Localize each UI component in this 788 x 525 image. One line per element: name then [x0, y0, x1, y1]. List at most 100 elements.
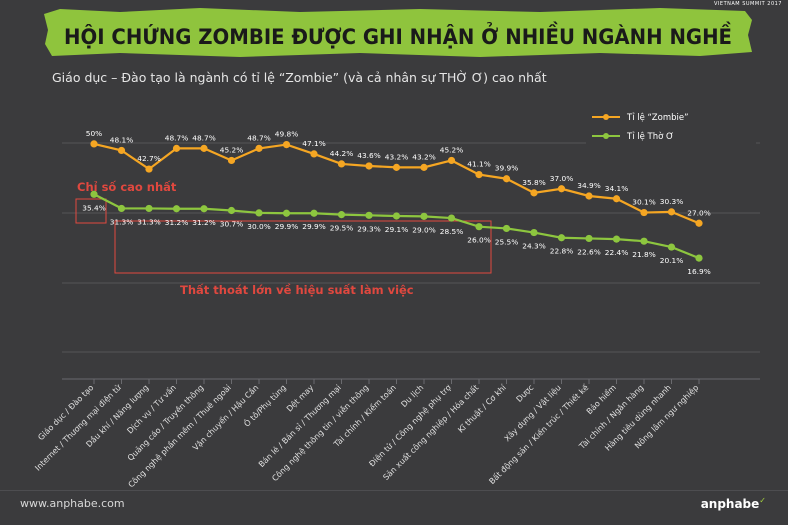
tho-o-value-label: 24.3% [522, 242, 545, 251]
brand-mark: ✓ [759, 496, 766, 505]
x-axis-label: Kĩ thuật / Cơ khí [456, 383, 509, 436]
zombie-point [90, 140, 98, 148]
legend-box [586, 103, 756, 153]
legend-label: Tỉ lệ Thờ Ơ [626, 131, 674, 142]
tho-o-value-label: 22.4% [605, 248, 628, 257]
zombie-point [557, 185, 566, 193]
page-title: HỘI CHỨNG ZOMBIE ĐƯỢC GHI NHẬN Ở NHIỀU N… [64, 21, 732, 50]
tho-o-point [502, 224, 511, 233]
zombie-point [145, 165, 153, 173]
brand-logo: anphabe✓ [701, 496, 766, 511]
x-axis-label: Sản xuất công nghiệp / Hóa chất [381, 382, 481, 482]
tho-o-point [420, 212, 428, 220]
chart-subtitle: Giáo dục – Đào tạo là ngành có tỉ lệ “Zo… [52, 70, 547, 85]
zombie-point [282, 140, 291, 149]
loss-highlight-box [114, 220, 492, 274]
zombie-value-label: 45.2% [220, 145, 243, 154]
zombie-point [337, 160, 346, 168]
zombie-value-label: 27.0% [687, 208, 710, 217]
tho-o-point [172, 205, 181, 213]
zombie-value-label: 41.1% [467, 160, 490, 169]
tho-o-value-label: 25.5% [495, 237, 518, 246]
zombie-value-label: 48.1% [110, 135, 133, 144]
tho-o-value-label: 31.3% [110, 217, 133, 226]
zombie-point [420, 163, 428, 171]
tho-o-point [282, 209, 291, 217]
tho-o-value-label: 30.0% [247, 222, 270, 231]
zombie-value-label: 37.0% [550, 174, 573, 183]
x-axis-label: Bất động sản / Kiến trúc / Thiết kế [487, 382, 591, 486]
zombie-value-label: 43.2% [385, 152, 408, 161]
banner-shape [44, 8, 752, 57]
zombie-point [392, 163, 401, 171]
tho-o-point [310, 209, 318, 217]
tho-o-point [585, 234, 593, 243]
zombie-point [667, 208, 676, 216]
tho-o-value-label: 29.1% [385, 225, 408, 234]
zombie-point [447, 156, 456, 165]
tho-o-value-label: 35.4% [82, 203, 105, 212]
zombie-point [475, 171, 483, 179]
zombie-value-label: 34.1% [605, 184, 628, 193]
tho-o-value-label: 29.9% [275, 222, 298, 231]
x-axis-label: Công nghệ phần mềm / Thuê ngoài [126, 382, 233, 489]
zombie-value-label: 43.6% [357, 151, 380, 160]
tho-o-value-label: 22.8% [550, 247, 573, 256]
tho-o-point [365, 211, 373, 219]
footer-url[interactable]: www.anphabe.com [20, 497, 125, 510]
tho-o-point [557, 234, 566, 242]
tho-o-value-label: 29.3% [357, 224, 380, 233]
x-axis-label: Dịch vụ / Tư vấn [125, 382, 179, 436]
annotation-boxes [75, 198, 492, 274]
zombie-value-label: 49.8% [275, 130, 298, 139]
brand-name: anphabe [700, 497, 760, 511]
tho-o-point [695, 254, 703, 262]
legend-swatch-dot [603, 114, 609, 120]
tho-o-value-label: 29.0% [412, 225, 435, 234]
tho-o-point [475, 223, 483, 231]
legend-label: Tỉ lệ “Zombie” [626, 112, 689, 123]
tho-o-point [392, 212, 401, 220]
zombie-point [255, 144, 263, 152]
annotation-highest: Chỉ số cao nhất [77, 180, 177, 194]
zombie-value-label: 34.9% [577, 181, 600, 190]
tho-o-value-label: 30.7% [220, 219, 243, 228]
tho-o-point [90, 190, 98, 198]
zombie-point [585, 192, 593, 200]
tho-o-value-label: 20.1% [660, 256, 683, 265]
legend-swatch-dot [603, 133, 609, 139]
zombie-value-label: 50% [86, 129, 102, 138]
zombie-value-label: 30.3% [660, 197, 683, 206]
zombie-point [200, 144, 208, 152]
tho-o-value-label: 16.9% [687, 267, 710, 276]
zombie-value-label: 35.8% [522, 178, 545, 187]
zombie-value-label: 48.7% [165, 133, 188, 142]
zombie-point [117, 146, 126, 155]
tho-o-value-label: 31.2% [165, 218, 188, 227]
tho-o-value-label: 31.3% [137, 217, 160, 226]
zombie-point [640, 208, 648, 217]
tho-o-point [255, 209, 263, 217]
tho-o-value-label: 22.6% [577, 247, 600, 256]
footer-divider [0, 490, 788, 491]
series-group [90, 140, 703, 262]
tho-o-point [667, 243, 676, 251]
zombie-value-label: 43.2% [412, 152, 435, 161]
tho-o-point [227, 206, 236, 215]
zombie-point [612, 195, 621, 203]
zombie-value-label: 45.2% [440, 145, 463, 154]
zombie-point [365, 162, 373, 170]
zombie-point [172, 144, 181, 152]
summit-label: VIETNAM SUMMIT 2017 [714, 1, 782, 7]
zombie-value-label: 48.7% [247, 133, 270, 142]
zombie-value-label: 30.1% [632, 198, 655, 207]
tho-o-value-label: 21.8% [632, 250, 655, 259]
tho-o-value-label: 28.5% [440, 227, 463, 236]
tho-o-point [612, 235, 621, 243]
tho-o-point [530, 228, 538, 237]
zombie-value-label: 42.7% [137, 154, 160, 163]
x-axis-label: Dược [515, 383, 536, 404]
highest-highlight-box [75, 198, 107, 224]
